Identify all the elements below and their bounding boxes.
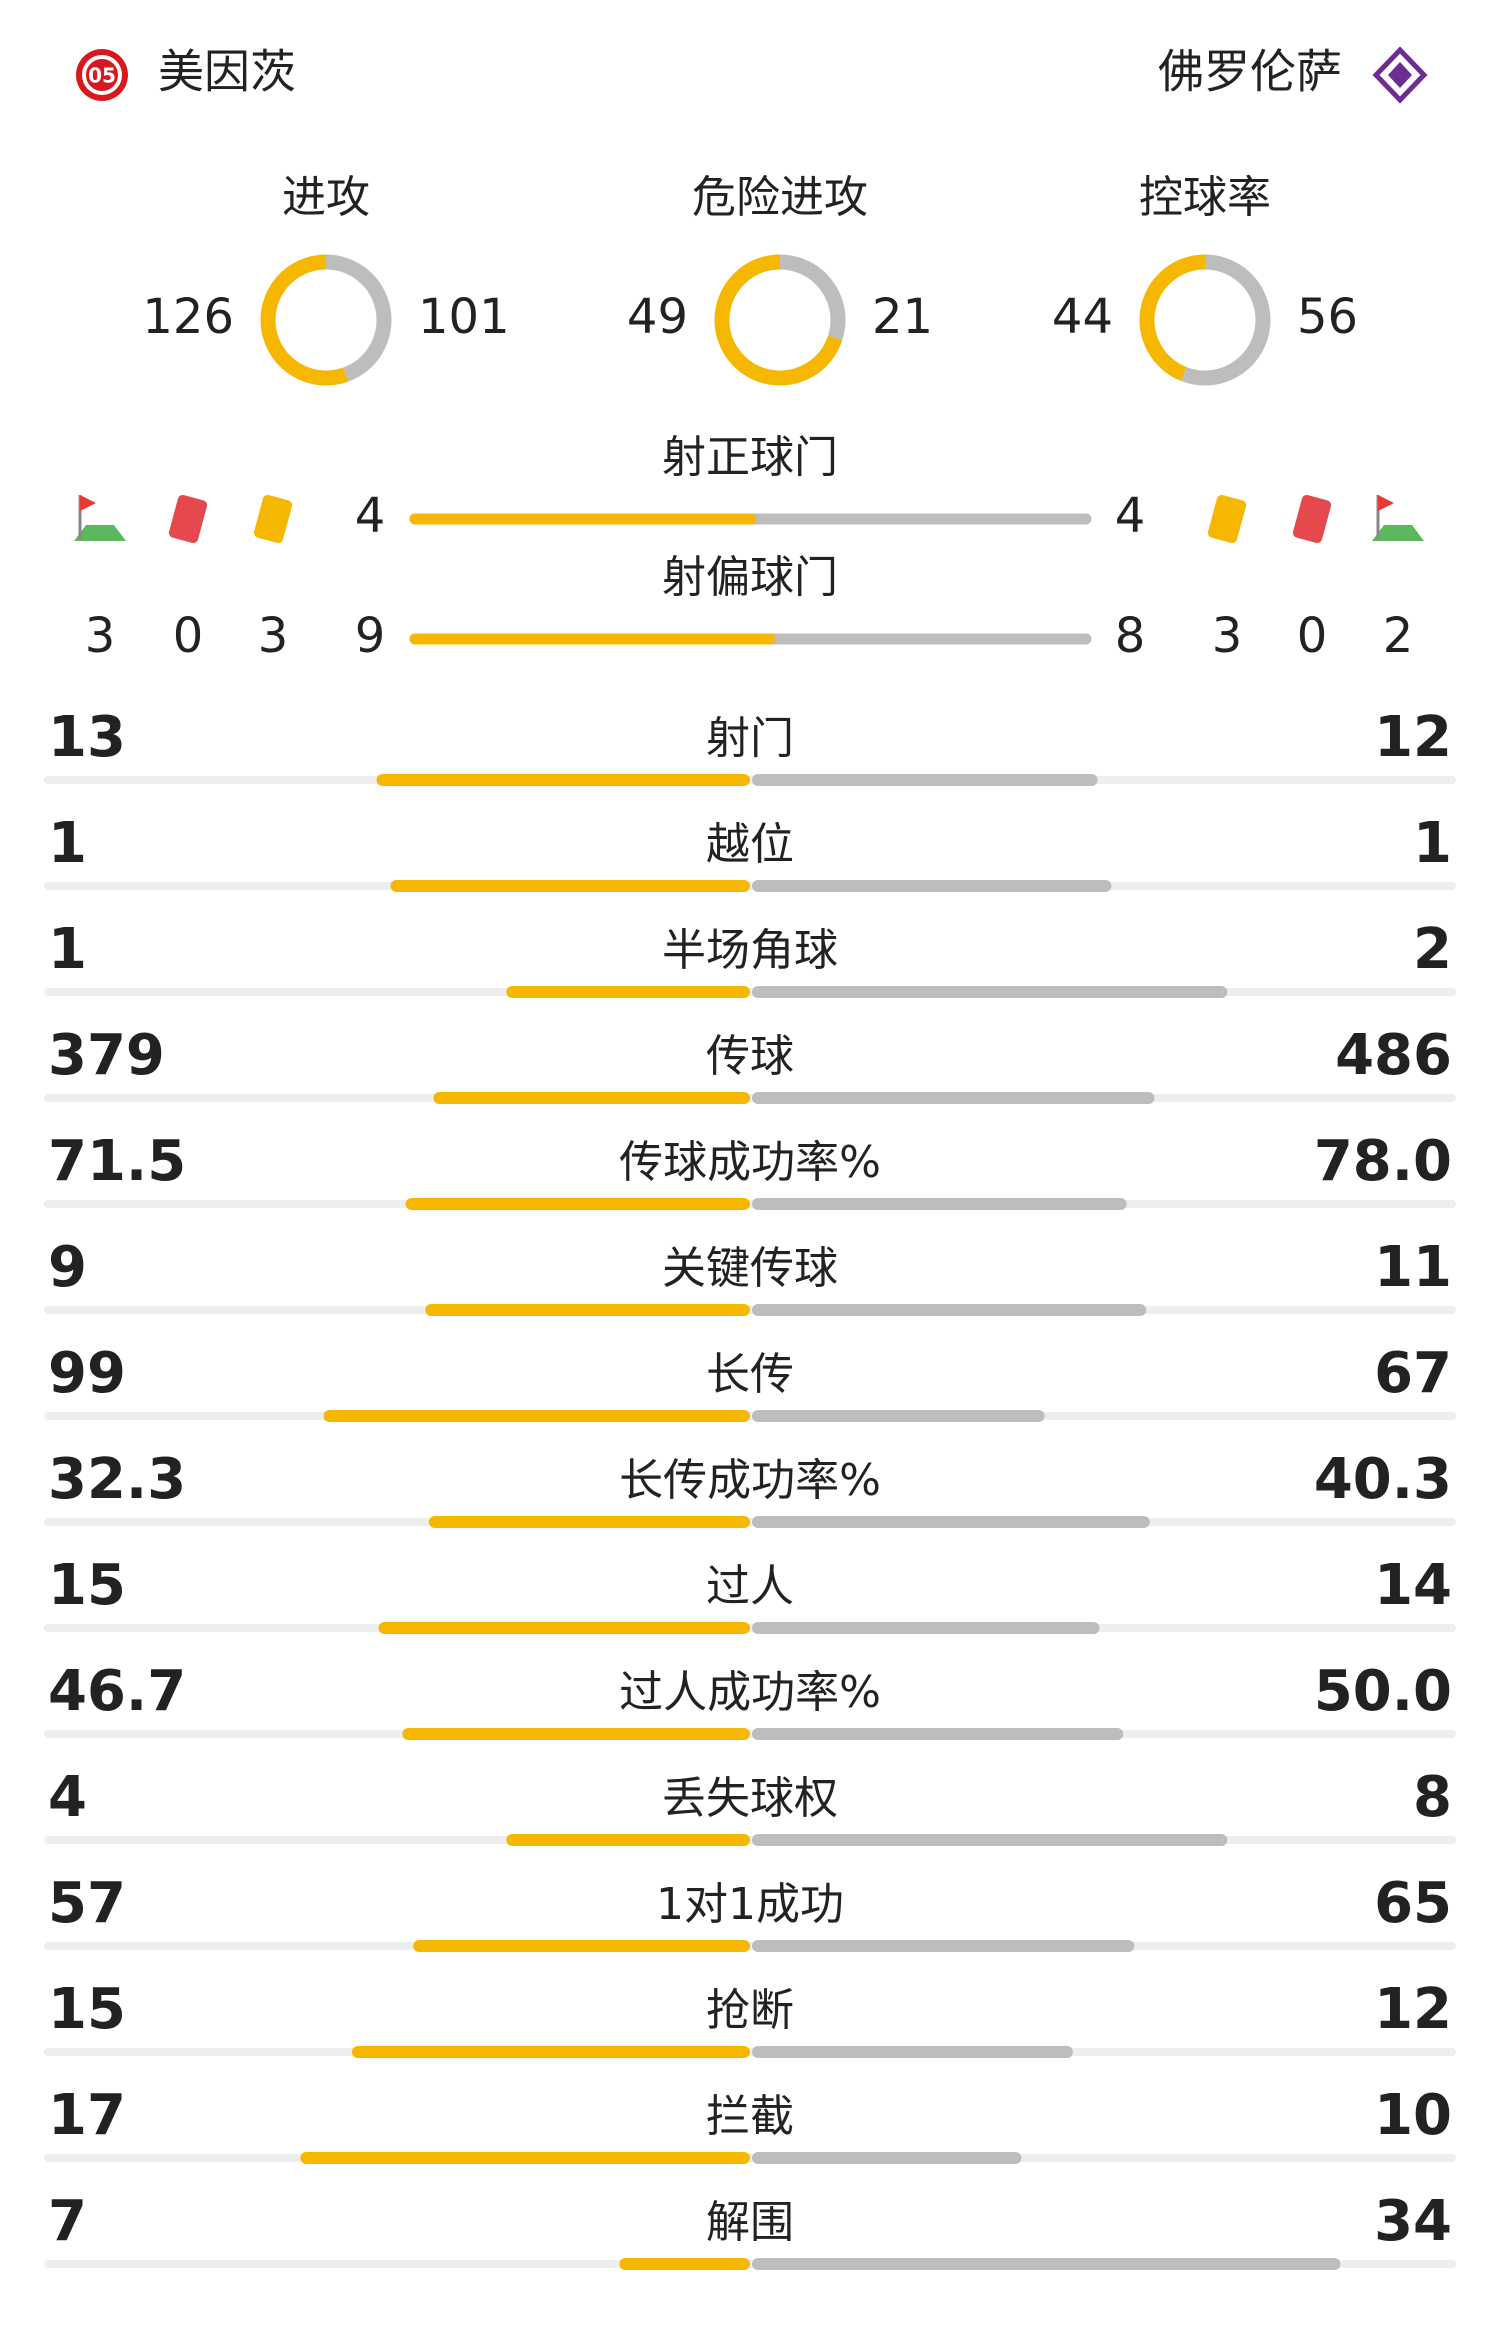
shot-away-value: 4 [1115,488,1146,544]
stat-label: 1对1成功 [656,1879,844,1930]
home-team: 美因茨 [158,45,296,99]
stat-away-value: 12 [1374,705,1452,770]
svg-text:05: 05 [88,64,116,88]
stat-away-value: 50.0 [1314,1659,1452,1724]
home-red_cards: 0 [173,608,204,664]
ring-away-value: 21 [872,289,933,345]
stat-home-value: 46.7 [48,1659,186,1724]
stat-home-value: 99 [48,1341,126,1406]
ring-away-value: 101 [418,289,510,345]
stat-home-value: 379 [48,1023,165,1088]
stat-label: 越位 [706,819,794,870]
card [1292,494,1332,544]
stat-away-value: 14 [1374,1553,1452,1618]
away-corners: 2 [1383,608,1414,664]
card [253,494,293,544]
stat-away-value: 2 [1413,917,1452,982]
away-yellow_cards: 3 [1212,608,1243,664]
stat-label: 解围 [706,2197,794,2248]
stat-label: 抢断 [706,1985,794,2036]
stat-home-value: 13 [48,705,126,770]
ring-away-arc [325,254,392,382]
card [1207,494,1247,544]
ring-label: 危险进攻 [692,172,868,223]
stat-away-value: 486 [1335,1023,1452,1088]
yellow-icon [253,494,293,544]
stat-label: 拦截 [706,2091,794,2142]
stat-away-value: 67 [1374,1341,1452,1406]
shot-away-value: 8 [1115,608,1146,664]
stat-home-value: 1 [48,811,87,876]
stat-label: 过人 [706,1561,794,1612]
stat-home-value: 32.3 [48,1447,186,1512]
ring-home-value: 49 [627,289,688,345]
shot-home-value: 4 [355,488,386,544]
stat-home-value: 17 [48,2083,126,2148]
stat-home-value: 57 [48,1871,126,1936]
stat-home-value: 4 [48,1765,87,1830]
ring-away-arc [1180,254,1271,386]
shot-label: 射偏球门 [662,552,838,603]
stat-label: 传球 [706,1031,794,1082]
stat-away-value: 1 [1413,811,1452,876]
away-red_cards: 0 [1297,608,1328,664]
ring-home-arc [714,254,843,386]
ring-label: 控球率 [1139,172,1271,223]
corner-flag [1378,495,1394,511]
ring-home-value: 126 [142,289,234,345]
away-logo [1372,46,1428,104]
stat-away-value: 11 [1374,1235,1452,1300]
red-icon [168,494,208,544]
ring-home-arc [1139,254,1206,381]
ring-home-value: 44 [1052,289,1113,345]
shot-home-value: 9 [355,608,386,664]
stat-away-value: 78.0 [1314,1129,1452,1194]
ring-away-value: 56 [1297,289,1358,345]
stat-label: 半场角球 [662,925,838,976]
ring-home-arc [260,254,349,386]
stat-away-value: 8 [1413,1765,1452,1830]
stat-away-value: 40.3 [1314,1447,1452,1512]
corner-field [1372,525,1424,541]
stat-label: 过人成功率% [619,1667,881,1718]
stat-label: 长传成功率% [619,1455,881,1506]
stat-away-value: 65 [1374,1871,1452,1936]
card [168,494,208,544]
red-icon [1292,494,1332,544]
stat-label: 长传 [706,1349,794,1400]
corner-field [74,525,126,541]
away-team: 佛罗伦萨 [1158,45,1342,99]
stat-home-value: 15 [48,1977,126,2042]
stat-label: 射门 [706,713,794,764]
stat-label: 关键传球 [662,1243,838,1294]
stat-home-value: 71.5 [48,1129,186,1194]
shot-label: 射正球门 [662,432,838,483]
stat-home-value: 9 [48,1235,87,1300]
home-logo: 05 [76,49,128,101]
home-corners: 3 [85,608,116,664]
corner-flag [80,495,96,511]
home-yellow_cards: 3 [258,608,289,664]
ring-label: 进攻 [282,172,370,223]
stat-away-value: 12 [1374,1977,1452,2042]
stat-home-value: 7 [48,2189,87,2254]
corner-icon [74,495,126,541]
stat-home-value: 1 [48,917,87,982]
stat-away-value: 34 [1374,2189,1452,2254]
stat-label: 传球成功率% [619,1137,881,1188]
stat-home-value: 15 [48,1553,126,1618]
stat-label: 丢失球权 [662,1773,838,1824]
yellow-icon [1207,494,1247,544]
corner-icon [1372,495,1424,541]
ring-away-arc [779,254,846,341]
stat-away-value: 10 [1374,2083,1452,2148]
